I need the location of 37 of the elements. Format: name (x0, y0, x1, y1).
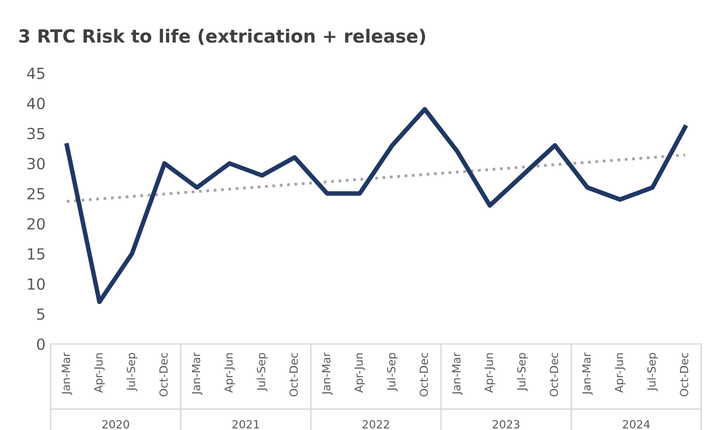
x-tick-label: Oct-Dec (420, 353, 428, 396)
x-tick-label: Jul-Sep (516, 352, 528, 392)
text: 2024 (622, 420, 650, 428)
chart-title: 3 RTC Risk to life (extrication + release) (19, 28, 426, 45)
x-tick-label: Jul-Sep (256, 352, 268, 392)
y-tick-label: 5 (37, 308, 44, 320)
text: 2022 (362, 420, 389, 428)
x-tick-label: Oct-Dec (159, 353, 168, 396)
y-tick-label: 10 (28, 278, 45, 290)
x-tick-label: Jan-Mar (192, 352, 202, 396)
x-tick-label: Apr-Jun (484, 353, 496, 393)
text: 2023 (492, 420, 520, 428)
x-tick-label: Apr-Jun (224, 353, 235, 393)
x-tick-label: Oct-Dec (680, 353, 688, 396)
text: 2021 (232, 420, 259, 428)
x-tick-label: Jul-Sep (126, 352, 138, 392)
x-tick-label: Oct-Dec (289, 353, 298, 396)
y-tick-label: 35 (27, 128, 44, 140)
x-tick-label: Jan-Mar (62, 352, 72, 396)
x-tick-label: Jan-Mar (582, 352, 593, 396)
text: 2020 (102, 420, 130, 428)
y-tick-label: 25 (27, 188, 44, 200)
x-tick-label: Jul-Sep (647, 352, 658, 392)
y-tick-label: 30 (27, 158, 45, 170)
line-series (64, 106, 688, 304)
y-tick-label: 40 (27, 98, 45, 110)
x-tick-label: Jul-Sep (386, 352, 398, 392)
x-tick-label: Apr-Jun (94, 353, 105, 393)
y-tick-label: 15 (28, 248, 44, 260)
x-tick-label: Jan-Mar (322, 352, 332, 396)
y-tick-label: 45 (27, 68, 44, 80)
y-tick-label: 0 (37, 338, 45, 350)
x-tick-label: Jan-Mar (452, 352, 463, 396)
x-tick-label: Oct-Dec (550, 353, 558, 396)
x-tick-label: Apr-Jun (354, 353, 366, 393)
x-tick-label: Apr-Jun (614, 353, 626, 393)
y-tick-label: 20 (27, 218, 45, 230)
